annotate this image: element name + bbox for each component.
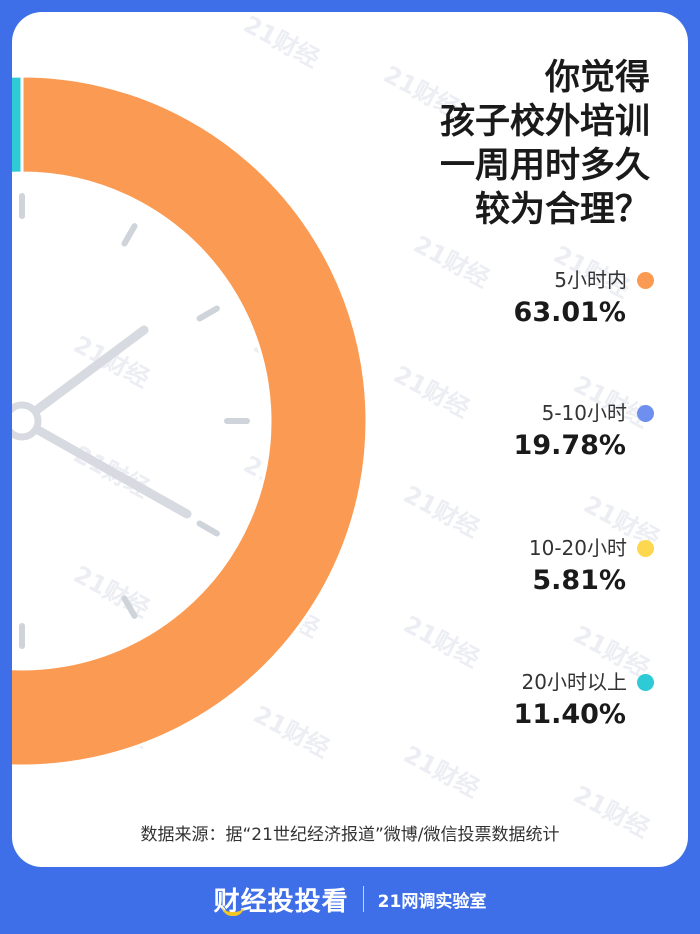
donut-chart xyxy=(12,74,369,768)
legend-value-over-20h: 11.40% xyxy=(513,699,626,730)
donut-slice-under-5h xyxy=(12,74,369,768)
legend-value-under-5h: 63.01% xyxy=(513,297,626,328)
legend-item-under-5h: 5小时内 63.01% xyxy=(394,266,654,332)
footer-divider xyxy=(362,886,364,912)
legend-label-5-10h: 5-10小时 xyxy=(541,401,627,425)
clock-tick xyxy=(196,520,220,537)
legend-value-5-10h: 19.78% xyxy=(513,430,626,461)
legend-dot-yellow xyxy=(637,540,654,557)
clock-minute-hand xyxy=(17,416,192,519)
title-line-4: 较为合理？ xyxy=(474,190,650,230)
clock-tick xyxy=(121,223,138,247)
donut-ring xyxy=(12,74,369,768)
data-source-note: 数据来源：据“21世纪经济报道”微博/微信投票数据统计 xyxy=(140,825,560,845)
chart-title: 你觉得 孩子校外培训 一周用时多久 较为合理？ xyxy=(440,56,650,232)
brand-logo: 财经投投看 xyxy=(213,886,349,917)
title-line-2: 孩子校外培训 xyxy=(439,102,650,142)
clock-center xyxy=(12,401,42,441)
clock-tick xyxy=(196,305,220,322)
clock-tick xyxy=(121,595,138,619)
lab-name: 21网调实验室 xyxy=(377,891,487,912)
legend-item-10-20h: 10-20小时 5.81% xyxy=(394,534,654,600)
brand-accent-mark xyxy=(221,906,244,916)
legend-dot-cyan xyxy=(637,674,654,691)
footer-bar: 财经投投看 21网调实验室 xyxy=(0,874,700,924)
legend-label-10-20h: 10-20小时 xyxy=(528,536,627,560)
chart-card: 21财经 21财经 21财经 21财经 21财经 21财经 21财经 21财经 21财经 21财经… xyxy=(12,12,688,867)
legend-item-5-10h: 5-10小时 19.78% xyxy=(394,399,654,465)
clock-face-icon xyxy=(12,193,250,649)
legend-label-over-20h: 20小时以上 xyxy=(521,670,627,694)
donut-slice-over-20h xyxy=(12,74,24,175)
title-line-3: 一周用时多久 xyxy=(439,146,650,186)
legend-label-under-5h: 5小时内 xyxy=(554,268,627,292)
legend-value-10-20h: 5.81% xyxy=(532,565,626,596)
legend-dot-orange xyxy=(637,272,654,289)
legend-dot-blue xyxy=(637,405,654,422)
legend-item-over-20h: 20小时以上 11.40% xyxy=(394,668,654,734)
title-line-1: 你觉得 xyxy=(544,58,650,98)
clock-hour-hand xyxy=(17,325,149,426)
